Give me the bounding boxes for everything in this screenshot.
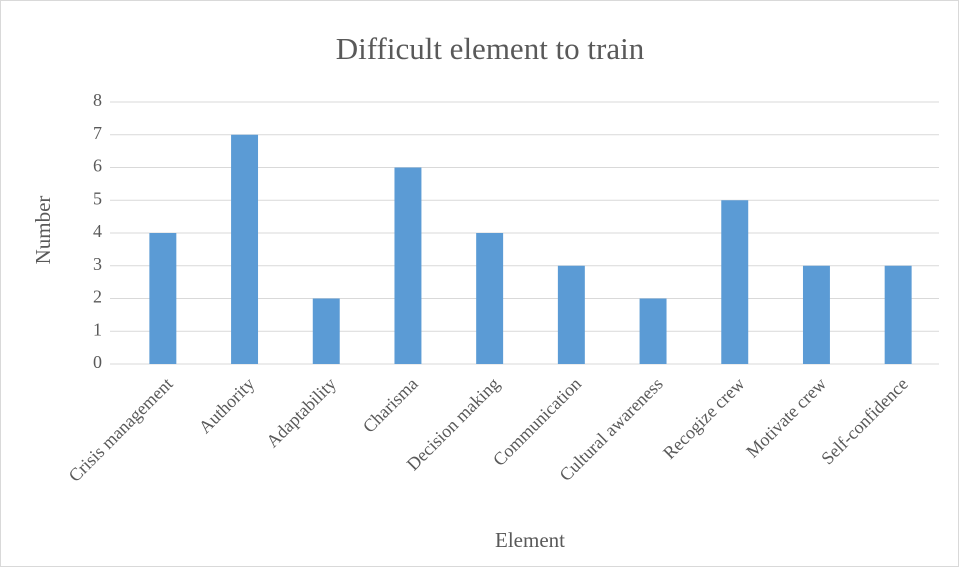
y-tick-label: 2: [93, 287, 102, 307]
bar: [312, 298, 340, 364]
bar: [721, 200, 749, 364]
y-tick-label: 1: [93, 319, 102, 339]
y-tick-label: 0: [93, 352, 102, 372]
x-axis-label: Element: [495, 528, 565, 552]
y-axis-label: Number: [31, 196, 55, 265]
bar: [884, 265, 912, 364]
y-tick-label: 5: [93, 188, 102, 208]
bar: [149, 233, 177, 364]
y-tick-label: 8: [93, 90, 102, 110]
y-tick-label: 3: [93, 254, 102, 274]
y-tick-label: 6: [93, 156, 102, 176]
bar: [394, 167, 422, 364]
y-tick-label: 4: [93, 221, 102, 241]
bar: [639, 298, 667, 364]
chart-title: Difficult element to train: [336, 31, 645, 66]
bar: [476, 233, 504, 364]
bar: [557, 265, 585, 364]
bar: [231, 134, 259, 364]
bar: [802, 265, 830, 364]
y-tick-label: 7: [93, 123, 102, 143]
